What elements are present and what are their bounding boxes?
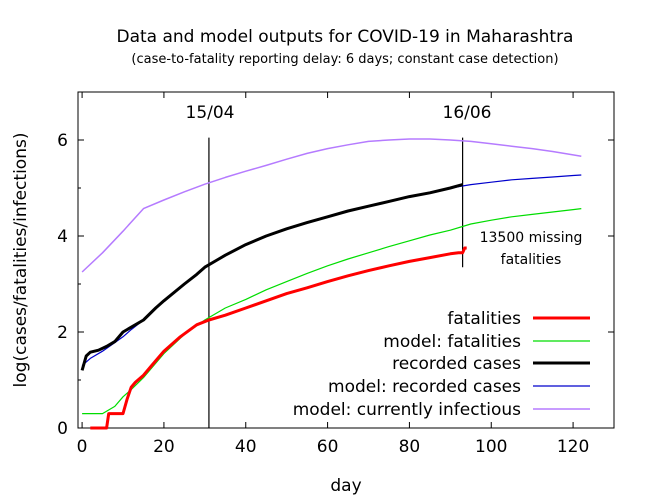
legend-label-model-currently-infectious: model: currently infectious (293, 400, 521, 420)
x-tick-label: 60 (317, 437, 339, 457)
series-line-model-currently-infectious (81, 138, 582, 273)
y-tick-label: 4 (57, 227, 68, 247)
legend-label-model-recorded-cases: model: recorded cases (328, 377, 521, 397)
marker-lines (208, 137, 464, 428)
x-tick-label: 80 (399, 437, 421, 457)
series-line-recorded-cases (80, 183, 463, 371)
legend-label-model-fatalities: model: fatalities (383, 332, 521, 352)
x-tick-label: 0 (77, 437, 88, 457)
y-tick-label: 0 (57, 419, 68, 439)
legend-label-fatalities: fatalities (447, 309, 521, 329)
annotation-missing-line2: fatalities (501, 252, 562, 268)
annotation-date-left: 15/04 (186, 103, 235, 123)
series-line-fatalities (90, 246, 467, 430)
y-tick-label: 2 (57, 323, 68, 343)
chart-subtitle: (case-to-fatality reporting delay: 6 day… (131, 52, 558, 67)
chart-title: Data and model outputs for COVID-19 in M… (117, 27, 574, 47)
x-tick-label: 120 (557, 437, 589, 457)
y-axis-label: log(cases/fatalities/infections) (11, 133, 31, 388)
annotation-missing-line1: 13500 missing (480, 230, 583, 246)
axis-ticks: 0 20 40 60 80 100 120 0 2 4 6 (57, 91, 614, 457)
annotation-date-right: 16/06 (443, 103, 492, 123)
series-line-model-fatalities (82, 208, 582, 415)
x-axis-label: day (330, 476, 361, 496)
y-tick-label: 6 (57, 131, 68, 151)
x-tick-label: 40 (235, 437, 257, 457)
plot-frame (77, 91, 615, 429)
legend-label-recorded-cases: recorded cases (392, 354, 521, 374)
x-tick-label: 100 (475, 437, 507, 457)
x-tick-label: 20 (153, 437, 175, 457)
series-lines (80, 138, 582, 430)
